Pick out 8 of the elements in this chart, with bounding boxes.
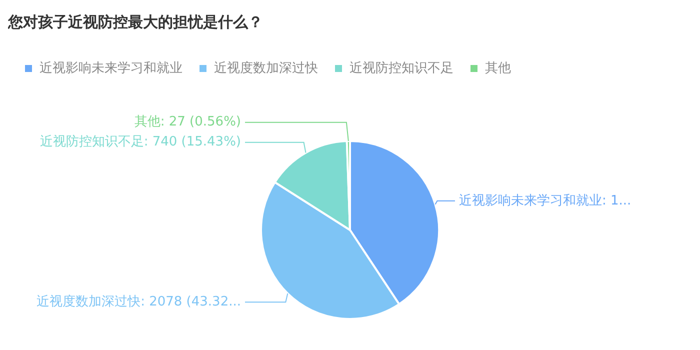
data-label: 近视影响未来学习和就业: 1... [459, 193, 632, 208]
legend-label: 近视度数加深过快 [214, 60, 318, 76]
legend-label: 其他 [485, 60, 511, 76]
data-label: 近视度数加深过快: 2078 (43.32... [36, 293, 241, 310]
data-label: 近视防控知识不足: 740 (15.43%) [40, 134, 241, 150]
legend-label: 近视影响未来学习和就业 [40, 60, 182, 76]
data-label: 其他: 27 (0.56%) [134, 114, 241, 130]
legend-label: 近视防控知识不足 [350, 60, 454, 76]
